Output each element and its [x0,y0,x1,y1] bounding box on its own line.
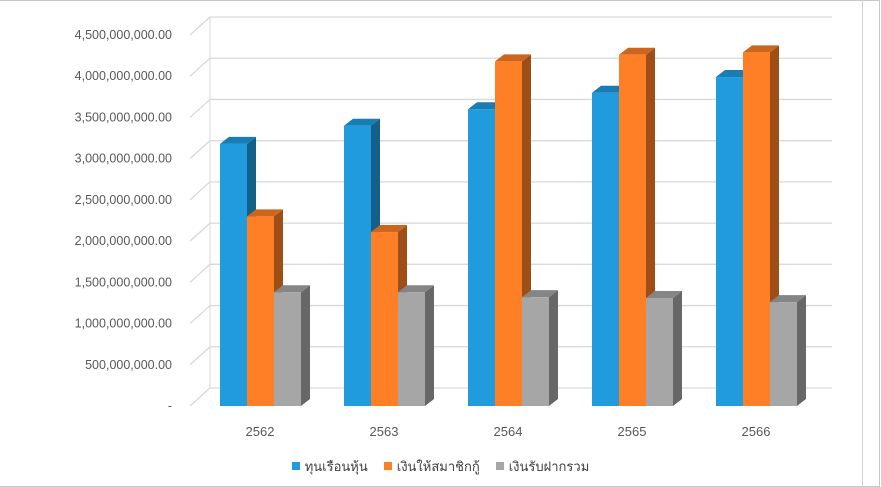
gridline-diagonal [189,57,211,77]
bar-top [619,47,655,55]
bar-top [743,45,779,53]
y-tick-label: - [168,399,172,413]
x-tick-label: 2563 [370,424,399,439]
x-tick-label: 2565 [618,424,647,439]
bar [619,54,646,406]
bar-top [247,209,283,217]
gridline-diagonal [189,346,211,366]
gridline-diagonal [189,181,211,201]
legend-item-1: ทุนเรือนหุ้น [291,456,368,477]
bar-top [646,290,682,298]
gridline-diagonal [189,387,211,407]
bar-side [797,295,806,406]
bar-side [301,285,310,406]
bar-top [522,290,558,298]
y-tick-label: 4,000,000,000.00 [75,69,172,83]
gridline-diagonal [189,222,211,242]
bar [646,297,673,406]
legend-swatch-3 [495,462,504,470]
bar [716,77,743,407]
bar-top [344,118,380,126]
bar [247,216,274,406]
y-tick-label: 500,000,000.00 [85,358,172,372]
bar [398,292,425,406]
gridline-diagonal [189,263,211,283]
legend-label-1: ทุนเรือนหุ้น [304,458,368,474]
y-tick-label: 4,500,000,000.00 [75,28,172,42]
bar [220,143,247,406]
legend-item-3: เงินรับฝากรวม [495,456,590,477]
legend-item-2: เงินให้สมาชิกกู้ [383,456,480,477]
y-tick-label: 2,500,000,000.00 [75,193,172,207]
bar [592,92,619,406]
bar [344,125,371,406]
legend-label-3: เงินรับฝากรวม [508,458,590,474]
y-tick-label: 3,500,000,000.00 [75,110,172,124]
gridline-diagonal [189,98,211,118]
bar [495,61,522,406]
bar-top [274,285,310,293]
legend-swatch-1 [291,462,300,470]
x-tick-label: 2564 [494,424,523,439]
bar-top [770,295,806,303]
x-tick-label: 2566 [742,424,771,439]
bar-side [549,290,558,406]
bar [522,297,549,406]
bar-top [398,285,434,293]
y-tick-label: 2,000,000,000.00 [75,234,172,248]
y-tick-label: 1,000,000,000.00 [75,317,172,331]
sheet-border-line [862,0,863,487]
bar-top [371,225,407,233]
bar [371,232,398,406]
bar [274,292,301,406]
gridline-diagonal [189,140,211,160]
legend: ทุนเรือนหุ้น เงินให้สมาชิกกู้ เงินรับฝาก… [0,456,881,476]
bar [770,302,797,406]
bar [743,52,770,407]
gridline-diagonal [189,305,211,325]
x-tick-label: 2562 [246,424,275,439]
bar-top [495,54,531,62]
gridline-diagonal [189,16,211,36]
bar-side [425,285,434,406]
legend-swatch-2 [383,462,392,470]
y-tick-label: 3,000,000,000.00 [75,152,172,166]
y-tick-label: 1,500,000,000.00 [75,275,172,289]
legend-label-2: เงินให้สมาชิกกู้ [396,458,480,474]
bar-top [220,136,256,144]
bar [468,109,495,406]
bar-side [673,290,682,406]
